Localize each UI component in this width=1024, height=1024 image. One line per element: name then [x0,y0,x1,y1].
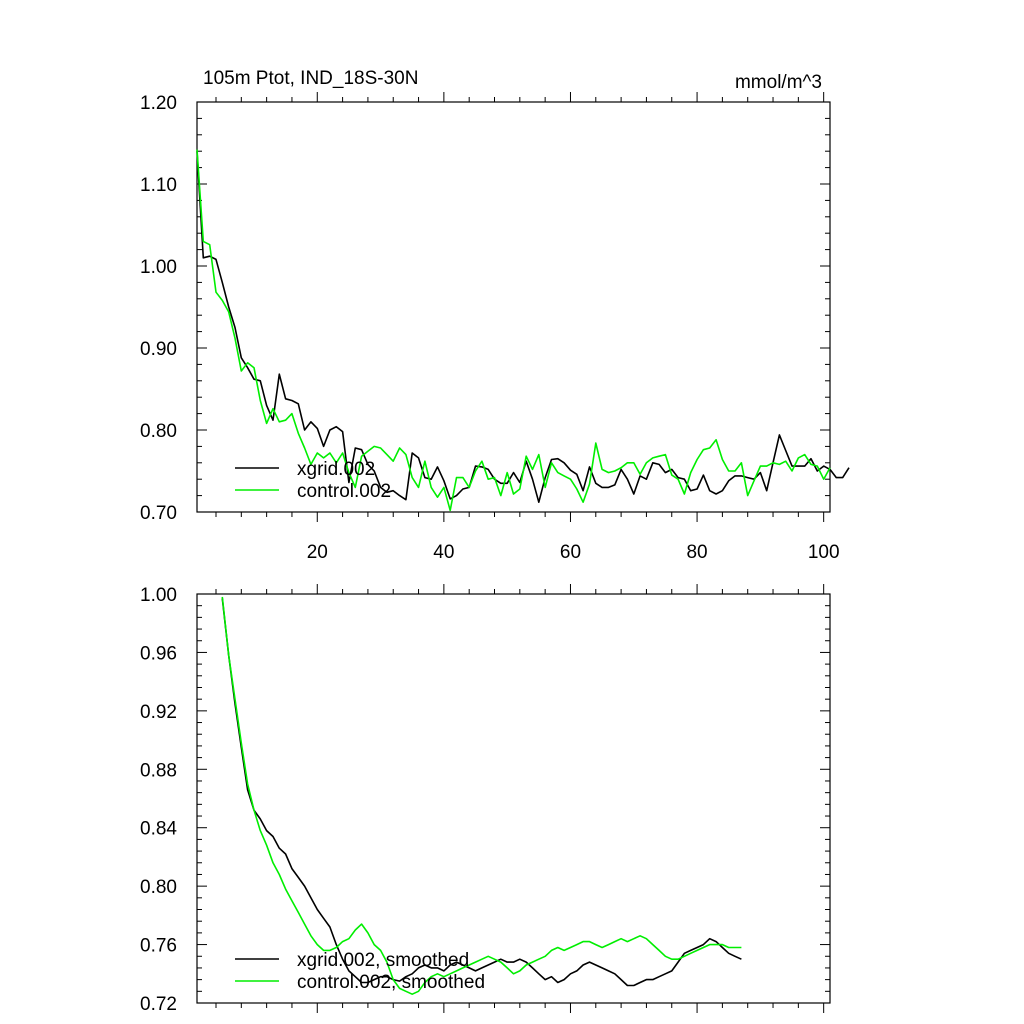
y-tick-label: 0.88 [140,760,177,781]
x-tick-label: 60 [560,542,581,563]
legend-label: control.002 [297,481,391,502]
top-panel: 0.70 0.80 0.90 1.00 1.10 1.20 20 40 60 80 100 105m … [140,68,850,563]
plot-frame [196,101,831,513]
series-line-xgrid-002-smoothed [221,598,742,987]
y-tick-label: 0.80 [140,877,177,898]
series-line-xgrid-002 [196,151,850,504]
chart-title: 105m Ptot, IND_18S-30N [203,68,418,89]
x-tick-label: 20 [307,542,328,563]
legend-label: xgrid.002, smoothed [297,950,469,971]
y-tick-label: 0.92 [140,702,177,723]
x-tick-label: 80 [686,542,707,563]
y-tick-label: 1.00 [140,585,177,606]
legend-label: xgrid.002 [297,459,375,480]
y-tick-label: 0.96 [140,643,177,664]
y-tick-label: 0.84 [140,819,177,840]
y-tick-label: 0.76 [140,936,177,957]
x-tick-label: 100 [808,542,840,563]
y-tick-label: 0.80 [140,421,177,442]
units-label: mmol/m^3 [735,72,822,93]
y-tick-label: 1.10 [140,175,177,196]
y-tick-label: 0.70 [140,503,177,524]
plot-frame [196,593,831,1004]
series-line-control-002 [196,149,831,512]
series-line-control-002-smoothed [221,596,742,996]
x-tick-label: 40 [433,542,454,563]
legend-label: control.002, smoothed [297,972,485,993]
y-tick-label: 1.00 [140,257,177,278]
y-tick-label: 0.90 [140,339,177,360]
y-tick-label: 0.72 [140,994,177,1015]
bottom-panel: 0.72 0.76 0.80 0.84 0.88 0.92 0.96 1.00 xgrid.00… [140,584,831,1015]
y-tick-label: 1.20 [140,93,177,114]
